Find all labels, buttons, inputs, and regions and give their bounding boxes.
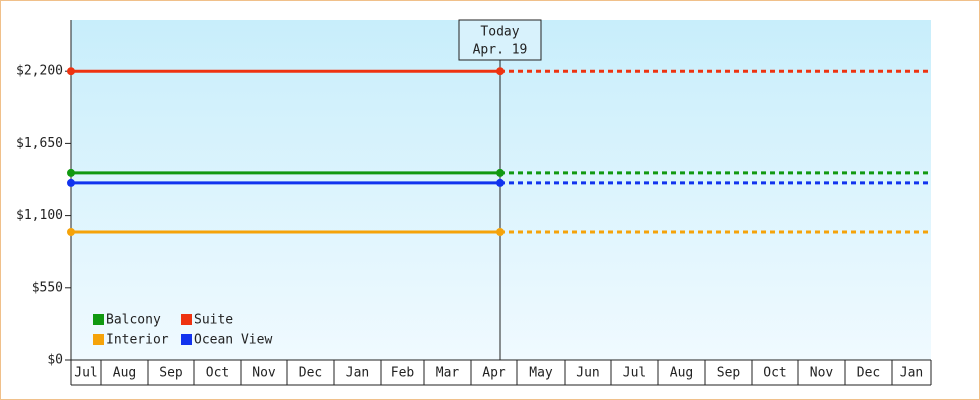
x-tick-label: Dec: [857, 366, 880, 381]
legend-swatch: [181, 334, 192, 345]
x-tick-label: Dec: [299, 366, 322, 381]
plot-area: [71, 20, 931, 360]
point: [67, 168, 75, 177]
x-tick-label: Nov: [810, 366, 834, 381]
y-tick-label: $550: [32, 280, 63, 295]
x-tick-label: Sep: [717, 366, 741, 381]
x-tick-label: Apr: [482, 366, 506, 381]
x-tick-label: Oct: [763, 366, 786, 381]
point: [496, 168, 504, 177]
x-tick-label: Oct: [206, 366, 229, 381]
today-date: Apr. 19: [473, 43, 528, 58]
x-tick-label: Jan: [900, 366, 923, 381]
legend-label: Balcony: [106, 313, 161, 328]
x-tick-label: Aug: [670, 366, 693, 381]
point: [496, 67, 504, 76]
y-tick-label: $0: [47, 353, 63, 368]
legend-swatch: [93, 314, 104, 325]
point: [67, 178, 75, 187]
legend-label: Interior: [106, 333, 169, 348]
today-title: Today: [480, 25, 519, 40]
x-tick-label: Mar: [436, 366, 460, 381]
y-tick-label: $1,100: [16, 208, 63, 223]
x-tick-label: Aug: [113, 366, 136, 381]
point: [496, 228, 504, 237]
x-tick-label: Sep: [159, 366, 183, 381]
legend-swatch: [181, 314, 192, 325]
today-box: [458, 19, 542, 61]
x-tick-label: Jan: [346, 366, 369, 381]
x-tick-label: Jul: [74, 366, 97, 381]
y-tick-label: $2,200: [16, 64, 63, 79]
point: [67, 228, 75, 237]
x-tick-label: Feb: [391, 366, 415, 381]
legend-label: Suite: [194, 313, 233, 328]
legend-swatch: [93, 334, 104, 345]
x-tick-label: May: [529, 366, 553, 381]
x-tick-label: Jul: [623, 366, 646, 381]
x-tick-label: Nov: [252, 366, 276, 381]
point: [67, 67, 75, 76]
y-tick-label: $1,650: [16, 136, 63, 151]
point: [496, 178, 504, 187]
legend-label: Ocean View: [194, 333, 272, 348]
x-tick-label: Jun: [576, 366, 599, 381]
